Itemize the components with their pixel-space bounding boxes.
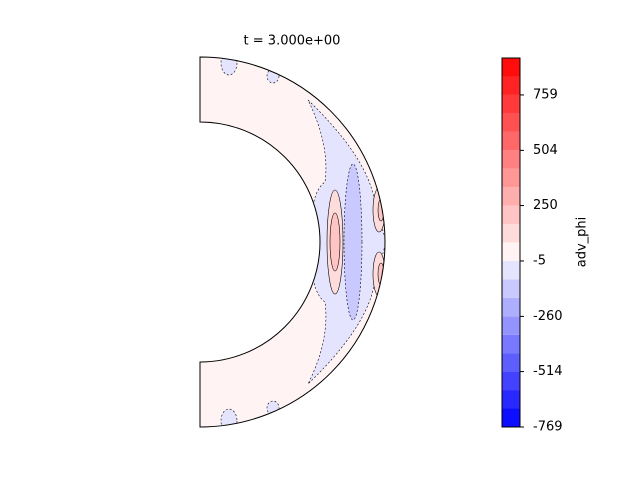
colorbar-tick-label: 759: [533, 87, 558, 102]
colorbar-tick-label: 250: [533, 198, 558, 213]
colorbar-band: [502, 390, 520, 409]
colorbar-band: [502, 205, 520, 225]
contour-region: [266, 68, 280, 84]
colorbar-tick-label: 504: [533, 143, 558, 158]
colorbar-band: [502, 334, 520, 354]
colorbar-band: [502, 260, 520, 280]
colorbar-band: [502, 242, 520, 261]
colorbar-band: [502, 94, 520, 114]
colorbar-band: [502, 408, 520, 427]
shell-outline: [199, 56, 386, 428]
colorbar-tick-label: -514: [533, 364, 563, 379]
colorbar-band: [502, 76, 520, 95]
colorbar-band: [502, 58, 520, 77]
colorbar-band: [502, 316, 520, 335]
colorbar-frame: [501, 57, 521, 428]
colorbar-band: [502, 297, 520, 317]
colorbar-band: [502, 224, 520, 243]
colorbar-band: [502, 187, 520, 206]
colorbar-band: [502, 168, 520, 188]
contour-region: [329, 212, 341, 272]
chart-title: t = 3.000e+00: [244, 34, 341, 49]
colorbar-band: [502, 353, 520, 372]
colorbar-band: [502, 279, 520, 298]
contour-area: [200, 57, 385, 427]
contour-region: [343, 163, 363, 321]
contour-region: [266, 400, 280, 416]
colorbar-band: [502, 150, 520, 169]
colorbar-tick-label: -769: [533, 420, 563, 435]
colorbar-band: [502, 113, 520, 132]
contour-region: [220, 408, 238, 427]
colorbar-tick-label: -5: [533, 253, 546, 268]
contour-region: [220, 57, 238, 76]
colorbar-label: adv_phi: [575, 217, 590, 268]
colorbar-band: [502, 131, 520, 151]
colorbar-band: [502, 371, 520, 391]
colorbar: -769 -514 -260 -5 250 504 759: [501, 57, 563, 435]
colorbar-tick-label: -260: [533, 309, 563, 324]
